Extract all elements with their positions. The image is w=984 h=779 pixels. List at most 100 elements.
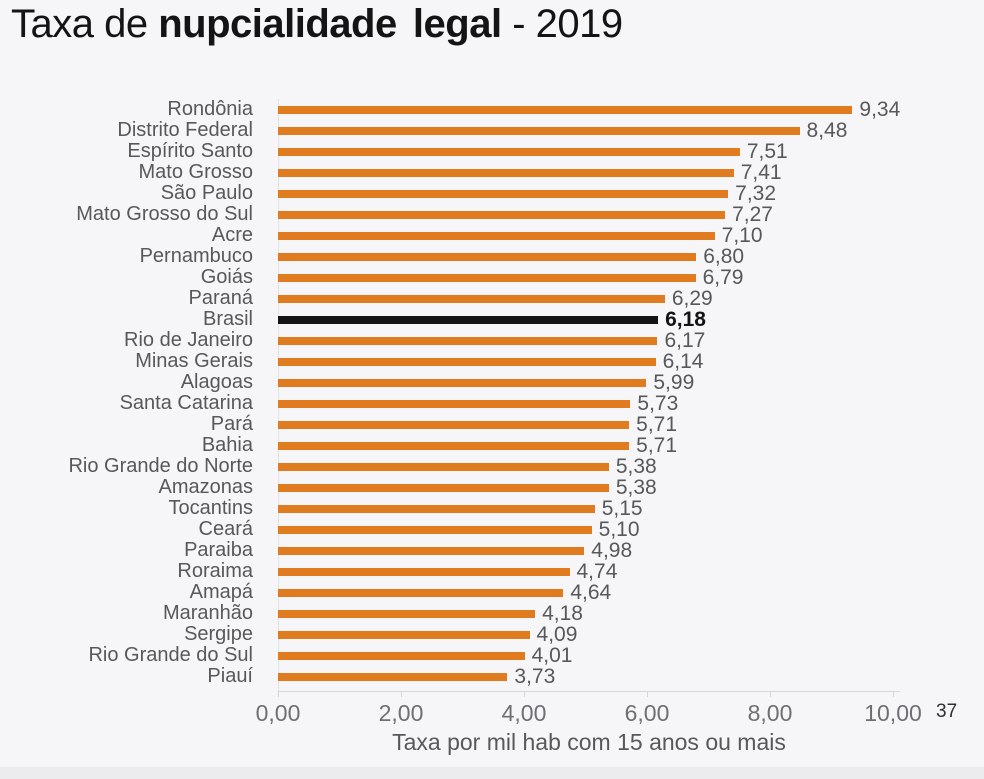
bottom-strip bbox=[0, 767, 984, 779]
category-label: Mato Grosso bbox=[138, 161, 253, 183]
bar-area: 5,71 bbox=[278, 435, 677, 456]
x-tick-mark bbox=[524, 691, 525, 697]
bar bbox=[278, 441, 630, 450]
bar bbox=[278, 252, 697, 261]
bar-row: Amazonas 5,38 bbox=[0, 476, 984, 499]
bar-area: 5,38 bbox=[278, 477, 657, 498]
bar-rows: Rondônia 9,34 Distrito Federal 8,48 Espírito… bbox=[0, 98, 984, 688]
bar-row: Santa Catarina 5,73 bbox=[0, 392, 984, 415]
bar-row: Minas Gerais 6,14 bbox=[0, 350, 984, 373]
x-tick-label: 8,00 bbox=[747, 700, 793, 726]
bar-area: 7,32 bbox=[278, 183, 776, 204]
bar-row: Espírito Santo 7,51 bbox=[0, 140, 984, 163]
bar-row: Rio de Janeiro 6,17 bbox=[0, 330, 984, 352]
bar-row: Amapá 4,64 bbox=[0, 581, 984, 604]
category-label: Mato Grosso do Sul bbox=[76, 203, 253, 225]
title-prefix: Taxa de bbox=[11, 2, 159, 46]
value-label: 5,71 bbox=[636, 434, 678, 457]
category-label: Santa Catarina bbox=[119, 392, 253, 414]
title-suffix: - 2019 bbox=[501, 2, 623, 46]
bar-row: Distrito Federal 8,48 bbox=[0, 119, 984, 142]
bar bbox=[278, 609, 536, 618]
bar bbox=[278, 168, 734, 177]
bar-area: 4,98 bbox=[278, 540, 632, 561]
bar-row: Rondônia 9,34 bbox=[0, 98, 984, 121]
value-label: 7,32 bbox=[735, 182, 777, 205]
bar-row: Acre 7,10 bbox=[0, 224, 984, 247]
category-label: Maranhão bbox=[162, 602, 253, 624]
bar bbox=[278, 147, 740, 156]
bar-area: 5,15 bbox=[278, 498, 643, 519]
category-label: São Paulo bbox=[160, 182, 253, 204]
value-label: 5,38 bbox=[615, 455, 657, 478]
x-tick-mark bbox=[278, 691, 279, 697]
x-axis-label: Taxa por mil hab com 15 anos ou mais bbox=[392, 729, 786, 755]
x-tick-label: 4,00 bbox=[501, 700, 547, 726]
bar bbox=[278, 546, 585, 555]
bar-row: Piauí 3,73 bbox=[0, 665, 984, 688]
bar-area: 7,41 bbox=[278, 162, 782, 183]
bar-area: 5,73 bbox=[278, 393, 678, 414]
x-tick-mark bbox=[647, 691, 648, 697]
bar-area: 9,34 bbox=[278, 99, 900, 120]
value-label: 9,34 bbox=[859, 98, 901, 121]
bar-area: 4,64 bbox=[278, 582, 611, 603]
category-label: Rondônia bbox=[167, 98, 253, 120]
category-label: Amapá bbox=[189, 581, 253, 603]
category-label: Rio Grande do Sul bbox=[88, 644, 253, 666]
bar bbox=[278, 357, 656, 366]
category-label: Amazonas bbox=[158, 476, 254, 498]
x-tick-mark bbox=[770, 691, 771, 697]
bar-area: 4,01 bbox=[278, 645, 572, 666]
x-tick-label: 6,00 bbox=[624, 700, 670, 726]
bar-area: 5,10 bbox=[278, 519, 640, 540]
category-label: Distrito Federal bbox=[117, 119, 253, 141]
category-label: Minas Gerais bbox=[135, 350, 253, 372]
bar-area: 6,17 bbox=[278, 330, 705, 351]
value-label: 4,01 bbox=[531, 644, 573, 667]
bar-area: 8,48 bbox=[278, 120, 847, 141]
value-label: 6,18 bbox=[665, 308, 706, 331]
category-label: Pará bbox=[210, 413, 253, 435]
x-tick-label: 10,00 bbox=[864, 700, 922, 726]
bar-area: 3,73 bbox=[278, 666, 555, 687]
bar-area: 5,99 bbox=[278, 372, 694, 393]
bar-row: Paraná 6,29 bbox=[0, 288, 984, 310]
value-label: 5,10 bbox=[598, 518, 640, 541]
bar bbox=[278, 189, 729, 198]
category-label: Espírito Santo bbox=[127, 140, 253, 162]
category-label: Sergipe bbox=[184, 623, 253, 645]
value-label: 8,48 bbox=[806, 119, 848, 142]
category-label: Rio Grande do Norte bbox=[68, 455, 253, 477]
bar-area: 6,14 bbox=[278, 351, 703, 372]
x-tick-mark bbox=[893, 691, 894, 697]
x-axis-line bbox=[278, 691, 900, 692]
bar-area: 6,79 bbox=[278, 267, 743, 288]
value-label: 6,14 bbox=[662, 350, 704, 373]
bar-row: Brasil 6,18 bbox=[0, 308, 984, 331]
bar-area: 7,51 bbox=[278, 141, 788, 162]
bar-row: Roraima 4,74 bbox=[0, 560, 984, 583]
bar bbox=[278, 588, 564, 597]
category-label: Bahia bbox=[201, 434, 253, 456]
bar-row: Sergipe 4,09 bbox=[0, 623, 984, 646]
category-label: Ceará bbox=[198, 518, 253, 540]
bar bbox=[278, 231, 715, 240]
bar bbox=[278, 336, 658, 345]
category-label: Alagoas bbox=[180, 371, 253, 393]
category-label: Piauí bbox=[207, 665, 253, 687]
value-label: 7,51 bbox=[746, 140, 788, 163]
bar-row: Pará 5,71 bbox=[0, 413, 984, 436]
bar bbox=[278, 399, 631, 408]
value-label: 7,27 bbox=[732, 203, 773, 226]
bar bbox=[278, 210, 726, 219]
bar-area: 4,09 bbox=[278, 624, 577, 645]
category-label: Brasil bbox=[202, 308, 253, 330]
bar bbox=[278, 630, 530, 639]
bar bbox=[278, 567, 570, 576]
value-label: 5,99 bbox=[653, 371, 695, 394]
value-label: 4,74 bbox=[576, 560, 618, 583]
value-label: 5,15 bbox=[601, 497, 643, 520]
bar-row: Rio Grande do Sul 4,01 bbox=[0, 644, 984, 667]
category-label: Acre bbox=[211, 224, 253, 246]
